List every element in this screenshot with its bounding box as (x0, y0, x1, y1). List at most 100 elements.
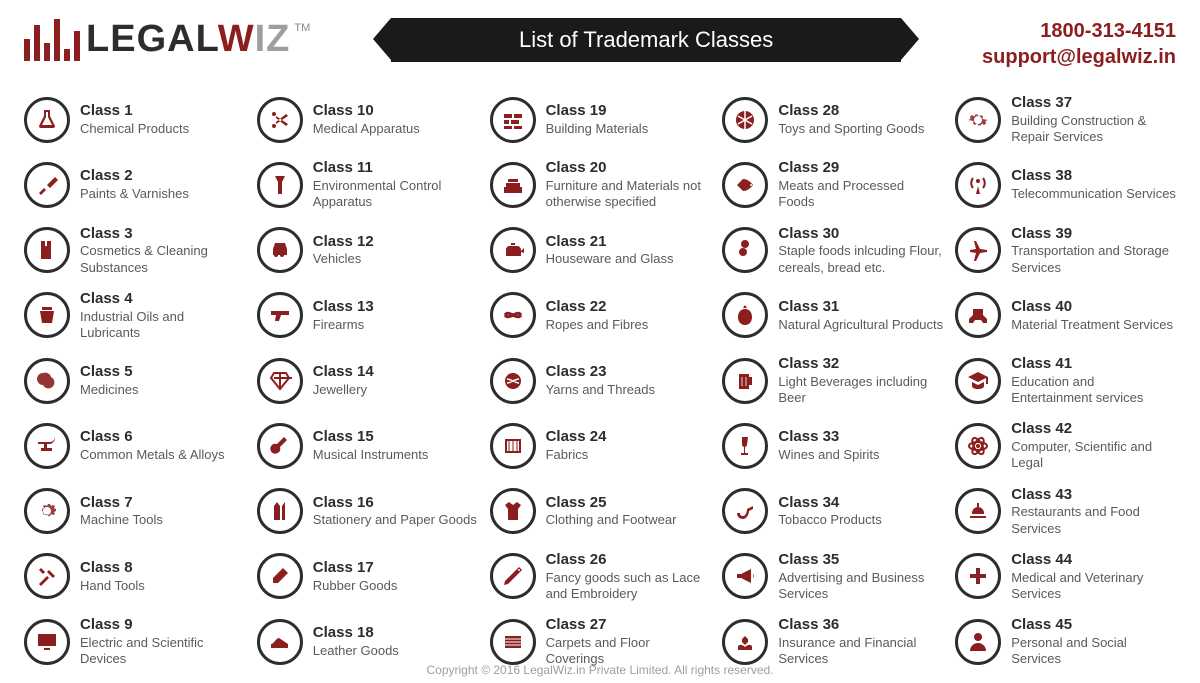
class-description: Light Beverages including Beer (778, 374, 943, 407)
class-text: Class 17Rubber Goods (313, 559, 398, 594)
class-label: Class 22 (546, 298, 649, 317)
class-text: Class 8Hand Tools (80, 559, 145, 594)
anvil-icon (24, 423, 70, 469)
class-text: Class 27Carpets and Floor Coverings (546, 616, 711, 667)
class-description: Building Materials (546, 121, 649, 137)
class-label: Class 37 (1011, 94, 1176, 113)
class-item: Class 37Building Construction & Repair S… (955, 94, 1176, 145)
class-label: Class 27 (546, 616, 711, 635)
class-item: Class 40Material Treatment Services (955, 290, 1176, 341)
class-item: Class 2Paints & Varnishes (24, 159, 245, 210)
wine-icon (722, 423, 768, 469)
class-item: Class 36Insurance and Financial Services (722, 616, 943, 667)
class-label: Class 13 (313, 298, 374, 317)
class-item: Class 25Clothing and Footwear (490, 486, 711, 537)
class-description: Building Construction & Repair Services (1011, 113, 1176, 146)
class-label: Class 28 (778, 102, 924, 121)
class-description: Restaurants and Food Services (1011, 504, 1176, 537)
logo-tm: TM (294, 22, 310, 34)
cosmetics-icon (24, 227, 70, 273)
graduation-icon (955, 358, 1001, 404)
rope-icon (490, 292, 536, 338)
class-item: Class 18Leather Goods (257, 616, 478, 667)
megaphone-icon (722, 553, 768, 599)
class-description: Transportation and Storage Services (1011, 243, 1176, 276)
class-description: Natural Agricultural Products (778, 317, 943, 333)
class-item: Class 15Musical Instruments (257, 420, 478, 471)
diamond-icon (257, 358, 303, 404)
class-text: Class 3Cosmetics & Cleaning Substances (80, 225, 245, 276)
bricks-icon (490, 97, 536, 143)
class-description: Clothing and Footwear (546, 512, 677, 528)
class-item: Class 19Building Materials (490, 94, 711, 145)
class-item: Class 20Furniture and Materials not othe… (490, 159, 711, 210)
class-label: Class 30 (778, 225, 943, 244)
class-item: Class 12Vehicles (257, 225, 478, 276)
cross-icon (955, 553, 1001, 599)
class-item: Class 41Education and Entertainment serv… (955, 355, 1176, 406)
class-label: Class 17 (313, 559, 398, 578)
class-text: Class 7Machine Tools (80, 494, 163, 529)
class-label: Class 43 (1011, 486, 1176, 505)
class-item: Class 6Common Metals & Alloys (24, 420, 245, 471)
class-label: Class 10 (313, 102, 420, 121)
class-label: Class 21 (546, 233, 674, 252)
class-label: Class 16 (313, 494, 477, 513)
class-description: Musical Instruments (313, 447, 429, 463)
class-text: Class 43Restaurants and Food Services (1011, 486, 1176, 537)
class-label: Class 36 (778, 616, 943, 635)
class-label: Class 35 (778, 551, 943, 570)
class-description: Yarns and Threads (546, 382, 655, 398)
antenna-icon (955, 162, 1001, 208)
class-description: Cosmetics & Cleaning Substances (80, 243, 245, 276)
class-description: Wines and Spirits (778, 447, 879, 463)
class-text: Class 21Houseware and Glass (546, 233, 674, 268)
class-text: Class 15Musical Instruments (313, 428, 429, 463)
class-item: Class 34Tobacco Products (722, 486, 943, 537)
class-label: Class 15 (313, 428, 429, 447)
class-text: Class 12Vehicles (313, 233, 374, 268)
class-item: Class 23Yarns and Threads (490, 355, 711, 406)
apple-icon (722, 292, 768, 338)
class-description: Industrial Oils and Lubricants (80, 309, 245, 342)
class-text: Class 13Firearms (313, 298, 374, 333)
class-text: Class 5Medicines (80, 363, 139, 398)
class-text: Class 24Fabrics (546, 428, 607, 463)
oil-icon (24, 292, 70, 338)
tools-icon (24, 553, 70, 599)
flashlight-icon (257, 162, 303, 208)
class-text: Class 34Tobacco Products (778, 494, 881, 529)
shirt-icon (490, 488, 536, 534)
class-label: Class 40 (1011, 298, 1173, 317)
class-item: Class 17Rubber Goods (257, 551, 478, 602)
class-text: Class 35Advertising and Business Service… (778, 551, 943, 602)
class-label: Class 4 (80, 290, 245, 309)
class-label: Class 14 (313, 363, 374, 382)
sofa-icon (490, 162, 536, 208)
class-description: Stationery and Paper Goods (313, 512, 477, 528)
class-label: Class 20 (546, 159, 711, 178)
class-description: Material Treatment Services (1011, 317, 1173, 333)
shoe-icon (257, 619, 303, 665)
class-description: Tobacco Products (778, 512, 881, 528)
class-item: Class 32Light Beverages including Beer (722, 355, 943, 406)
class-label: Class 39 (1011, 225, 1176, 244)
class-description: Advertising and Business Services (778, 570, 943, 603)
class-item: Class 30Staple foods inlcuding Flour, ce… (722, 225, 943, 276)
class-item: Class 38Telecommunication Services (955, 159, 1176, 210)
class-item: Class 5Medicines (24, 355, 245, 406)
class-label: Class 44 (1011, 551, 1176, 570)
class-description: Ropes and Fibres (546, 317, 649, 333)
class-description: Paints & Varnishes (80, 186, 189, 202)
class-text: Class 42Computer, Scientific and Legal (1011, 420, 1176, 471)
class-text: Class 22Ropes and Fibres (546, 298, 649, 333)
class-label: Class 38 (1011, 167, 1176, 186)
class-text: Class 2Paints & Varnishes (80, 167, 189, 202)
class-label: Class 33 (778, 428, 879, 447)
class-description: Medical Apparatus (313, 121, 420, 137)
class-description: Toys and Sporting Goods (778, 121, 924, 137)
class-item: Class 24Fabrics (490, 420, 711, 471)
class-text: Class 6Common Metals & Alloys (80, 428, 225, 463)
class-text: Class 4Industrial Oils and Lubricants (80, 290, 245, 341)
contact-block: 1800-313-4151 support@legalwiz.in (982, 18, 1176, 70)
